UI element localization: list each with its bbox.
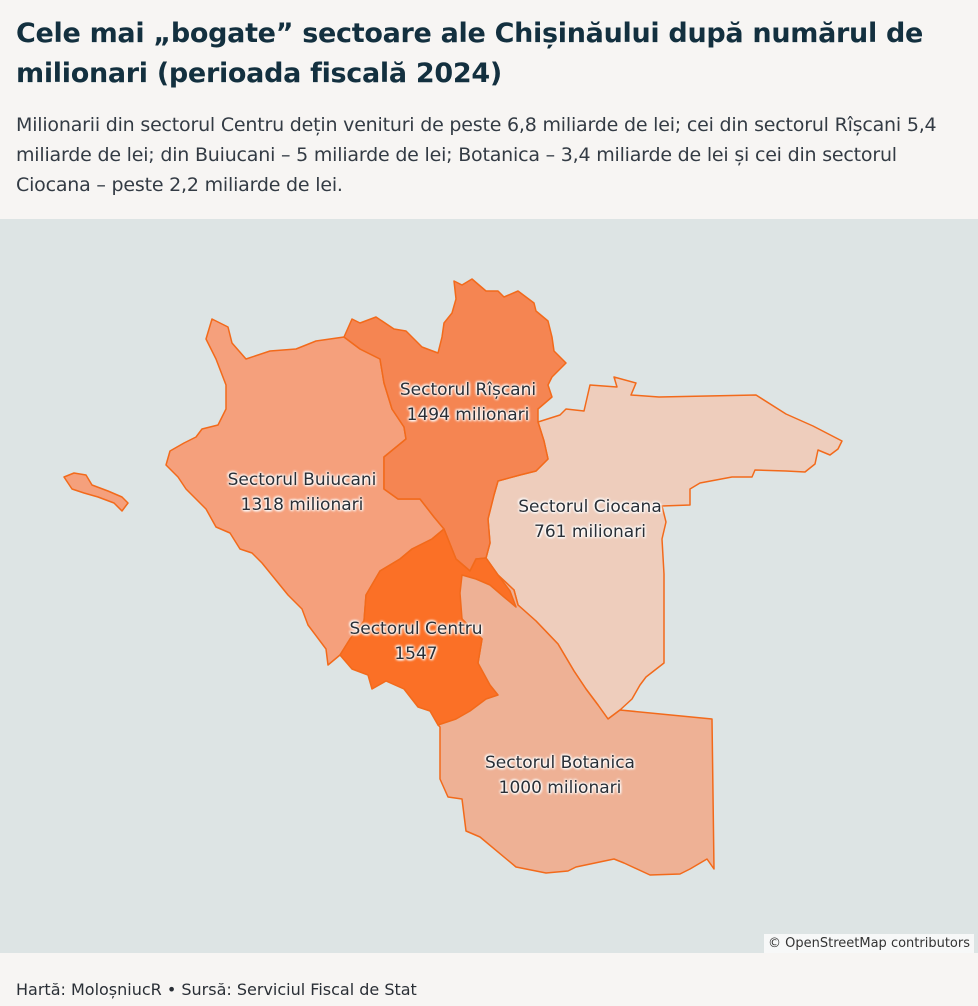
map-area[interactable]: Sectorul Rîșcani 1494 milionari Sectorul… bbox=[0, 219, 978, 953]
sector-buiucani-label: Sectorul Buiucani 1318 milionari bbox=[228, 468, 377, 518]
sector-botanica-name: Sectorul Botanica bbox=[485, 753, 635, 773]
sector-centru-shape[interactable] bbox=[339, 528, 517, 726]
sector-botanica-value: 1000 milionari bbox=[498, 778, 622, 798]
sector-ciocana-name: Sectorul Ciocana bbox=[518, 497, 662, 517]
sectors-map bbox=[63, 278, 843, 876]
sector-buiucani-name: Sectorul Buiucani bbox=[227, 470, 377, 490]
sector-buiucani-enclave-shape[interactable] bbox=[63, 472, 129, 512]
sector-botanica-label: Sectorul Botanica 1000 milionari bbox=[485, 751, 635, 801]
sector-centru-value: 1547 bbox=[394, 644, 438, 664]
sector-ciocana-label: Sectorul Ciocana 761 milionari bbox=[518, 495, 662, 545]
sector-riscani-name: Sectorul Rîșcani bbox=[399, 380, 537, 400]
page-title: Cele mai „bogate” sectoare ale Chișinăul… bbox=[16, 18, 924, 89]
header: Cele mai „bogate” sectoare ale Chișinăul… bbox=[0, 0, 978, 205]
sector-centru-label: Sectorul Centru 1547 bbox=[349, 617, 482, 667]
sector-ciocana-value: 761 milionari bbox=[534, 522, 646, 542]
sector-centru-name: Sectorul Centru bbox=[349, 619, 483, 639]
map-attribution[interactable]: © OpenStreetMap contributors bbox=[764, 934, 974, 953]
sector-buiucani-value: 1318 milionari bbox=[240, 495, 364, 515]
sector-riscani-label: Sectorul Rîșcani 1494 milionari bbox=[400, 378, 536, 428]
page-subtitle: Milionarii din sectorul Centru dețin ven… bbox=[16, 114, 937, 196]
footer-credits: Hartă: MoloșniucR • Sursă: Serviciul Fis… bbox=[16, 980, 417, 999]
sector-riscani-value: 1494 milionari bbox=[406, 405, 530, 425]
